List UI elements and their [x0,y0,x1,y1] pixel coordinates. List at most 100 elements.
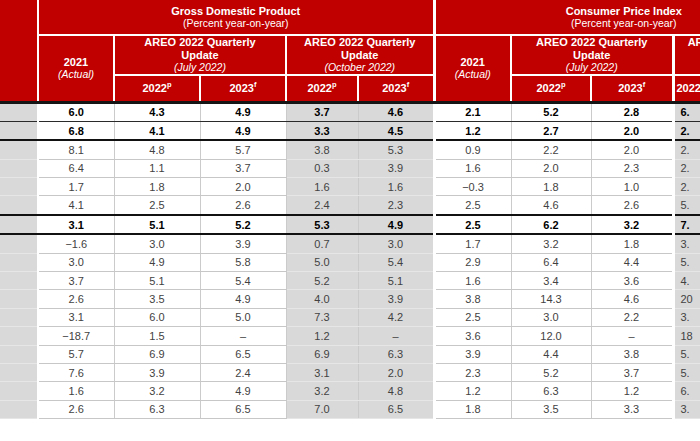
table-row: 2.66.36.57.06.51.83.53.33. [0,400,700,418]
gdp-oct-2022-cell: 0.7 [286,234,358,253]
cpi-july-2022-cell: 5.2 [511,363,591,381]
gdp-july-2022-cell: 6.3 [114,400,200,418]
gdp-july-2022-cell: 4.9 [114,253,200,271]
table-row: 8.14.85.73.85.30.92.22.02. [0,140,700,159]
areo-title-line2: Update [287,49,433,62]
cpi-july-2023-cell: 3.3 [591,400,673,418]
year-2021-label: 2021 [436,56,511,69]
cpi-oct-2022-cell: 6. [673,382,700,400]
areo-october-note: (October 2022) [287,61,433,74]
cpi-july-2022-cell: 4.6 [511,196,591,215]
gdp-oct-2022-cell: 3.8 [286,140,358,159]
cpi-july-2023-cell: 2.8 [591,102,673,121]
cpi-2021-cell: 1.6 [434,272,511,290]
cpi-oct-2022p-header: 2022p [673,75,700,103]
row-label-cell [0,272,38,290]
cpi-oct-2022-cell: 5. [673,363,700,381]
gdp-july-2022-cell: 3.2 [114,382,200,400]
gdp-oct-2023-cell: 4.5 [358,121,434,140]
row-label-cell [0,290,38,308]
table-row: 3.15.15.25.34.92.56.23.27. [0,215,700,234]
gdp-july-2022-cell: 4.1 [114,121,200,140]
update-header-row: 2021 (Actual) AREO 2022 Quarterly Update… [0,35,700,75]
gdp-2021-cell: 7.6 [38,363,114,381]
table-row: 6.04.34.93.74.62.15.22.86. [0,102,700,121]
gdp-july-2023-cell: 2.0 [200,178,286,196]
section-banner-row: Gross Domestic Product (Percent year-on-… [0,0,700,35]
gdp-oct-2022-cell: 5.0 [286,253,358,271]
gdp-july-2023-cell: 2.6 [200,196,286,215]
gdp-july-2023-cell: 5.4 [200,272,286,290]
gdp-july-2022-cell: 3.5 [114,290,200,308]
cpi-2021-cell: 3.8 [434,290,511,308]
table-row: −18.71.5–1.2–3.612.0–18 [0,327,700,345]
cpi-july-2023f-header: 2023f [591,75,673,103]
cpi-july-2023-cell: 2.2 [591,308,673,326]
table-row: 3.75.15.45.25.11.63.43.64. [0,272,700,290]
gdp-title: Gross Domestic Product [39,5,433,18]
gdp-oct-2023-cell: 4.6 [358,102,434,121]
areo-title-line1: AREO 2022 Quarterly [287,36,433,49]
table-row: 3.16.05.07.34.22.53.02.23. [0,308,700,326]
cpi-oct-2022-cell: 2. [673,178,700,196]
cpi-july-2022-cell: 6.2 [511,215,591,234]
gdp-july-2023-cell: 3.9 [200,234,286,253]
cpi-areo-october-header: AREO 2022 Quarterly Update (October 2022… [673,35,700,75]
cpi-july-2023-cell: – [591,327,673,345]
gdp-july-2022-cell: 6.0 [114,308,200,326]
year-2021-label: 2021 [39,56,113,69]
gdp-oct-2023-cell: 6.3 [358,345,434,363]
cpi-oct-2022-cell: 3. [673,234,700,253]
cpi-july-2022-cell: 3.4 [511,272,591,290]
row-label-cell [0,382,38,400]
cpi-oct-2022-cell: 2. [673,121,700,140]
cpi-2021-cell: 2.1 [434,102,511,121]
table-row: 7.63.92.43.12.02.35.23.75. [0,363,700,381]
cpi-section-header: Consumer Price Index (Percent year-on-ye… [434,0,700,35]
gdp-july-2023-cell: 4.9 [200,121,286,140]
gdp-july-2022p-header: 2022p [114,75,200,103]
cpi-oct-2022-cell: 7. [673,215,700,234]
gdp-2021-cell: 1.7 [38,178,114,196]
table-row: 4.12.52.62.42.32.54.62.65. [0,196,700,215]
areo-title-line1: AREO 2022 Quarterly [512,36,672,49]
gdp-july-2023-cell: 6.5 [200,345,286,363]
gdp-oct-2023-cell: – [358,327,434,345]
cpi-2021-cell: 1.6 [434,159,511,177]
row-label-cell [0,327,38,345]
gdp-oct-2022-cell: 3.1 [286,363,358,381]
cpi-oct-2022-cell: 3. [673,400,700,418]
gdp-2021-cell: 5.7 [38,345,114,363]
gdp-july-2023-cell: 6.5 [200,400,286,418]
cpi-july-2022p-header: 2022p [511,75,591,103]
gdp-2021-cell: 4.1 [38,196,114,215]
cpi-oct-2022-cell: 5. [673,345,700,363]
gdp-2021-cell: 3.1 [38,308,114,326]
gdp-july-2022-cell: 1.8 [114,178,200,196]
gdp-oct-2023-cell: 1.6 [358,178,434,196]
gdp-july-2022-cell: 1.1 [114,159,200,177]
gdp-july-2023-cell: 5.0 [200,308,286,326]
table-row: 6.41.13.70.33.91.62.02.32. [0,159,700,177]
gdp-oct-2023-cell: 4.8 [358,382,434,400]
row-label-cell [0,140,38,159]
row-label-cell [0,196,38,215]
gdp-oct-2023-cell: 3.9 [358,290,434,308]
cpi-july-2023-cell: 3.6 [591,272,673,290]
actual-note: (Actual) [436,68,511,81]
cpi-july-2023-cell: 3.7 [591,363,673,381]
cpi-2021-cell: 1.8 [434,400,511,418]
areo-title-line2: Update [675,49,700,62]
areo-title-line2: Update [115,49,285,62]
areo-title-line1: AREO 2022 Quarterly [115,36,285,49]
cpi-july-2022-cell: 3.0 [511,308,591,326]
table-row: 2.63.54.94.03.93.814.34.620 [0,290,700,308]
cpi-oct-2022-cell: 20 [673,290,700,308]
cpi-july-2023-cell: 2.3 [591,159,673,177]
row-label-cell [0,400,38,418]
cpi-2021-cell: 1.2 [434,121,511,140]
gdp-oct-2022p-header: 2022p [286,75,358,103]
row-label-cell [0,363,38,381]
gdp-oct-2022-cell: 5.2 [286,272,358,290]
cpi-2021-cell: 2.5 [434,215,511,234]
